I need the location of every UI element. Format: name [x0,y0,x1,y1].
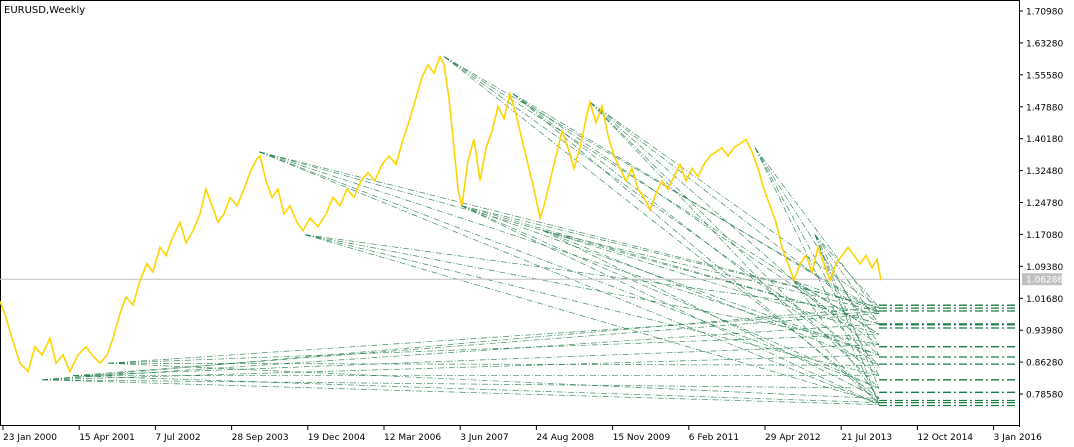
fan-line [107,362,880,399]
x-tick-label: 23 Jan 2000 [3,433,57,443]
fan-line [754,147,880,403]
fan-line [589,101,880,308]
svg-text:1.06286: 1.06286 [1026,276,1063,286]
time-scale: 23 Jan 2000 15 Apr 2001 7 Jul 2002 28 Sep 2… [2,426,1042,443]
fan-line [304,234,880,345]
fan-line [542,230,880,312]
y-tick-label: 0.93980 [1026,327,1063,337]
fan-line [258,151,880,325]
y-tick-label: 1.70980 [1026,8,1063,18]
x-tick-label: 19 Dec 2004 [308,433,366,443]
fan-line [460,205,880,356]
x-tick-label: 6 Feb 2011 [689,433,739,443]
fan-line [792,280,880,399]
fan-line [792,280,880,335]
y-tick-label: 1.24780 [1026,199,1063,209]
x-tick-label: 3 Jan 2016 [994,433,1042,443]
fan-line [72,375,880,403]
y-tick-label: 1.47880 [1026,103,1063,113]
fan-line [304,234,880,403]
fan-line [589,101,880,389]
fan-line [754,147,880,376]
x-tick-label: 21 Jul 2013 [841,433,892,443]
projection-lines [879,304,1017,407]
x-tick-label: 29 Apr 2012 [765,433,821,443]
fan-line [460,205,880,406]
x-tick-label: 15 Nov 2009 [613,433,671,443]
y-tick-label: 1.63280 [1026,39,1063,49]
fan-line [72,344,880,377]
fan-line [542,230,880,399]
fan-line [754,147,880,314]
fan-line [512,93,880,376]
fan-line [460,205,880,308]
fan-line [41,379,880,406]
x-tick-label: 7 Jul 2002 [155,433,200,443]
fan-line [589,101,880,325]
fan-line [72,313,880,377]
fan-line [258,151,880,406]
fan-line [443,56,880,312]
fan-line [792,279,880,312]
fan-line [589,101,880,405]
fan-line [542,230,880,366]
y-tick-label: 1.32480 [1026,167,1063,177]
x-tick-label: 28 Sep 2003 [232,433,289,443]
fan-line [814,234,880,308]
fan-line [258,151,880,356]
x-tick-label: 24 Aug 2008 [536,433,594,443]
x-tick-label: 12 Mar 2006 [384,433,441,443]
y-tick-label: 0.78580 [1026,391,1063,401]
fan-line [41,354,880,381]
fan-line [41,323,880,381]
fan-line [107,333,880,364]
price-series [0,54,882,374]
fan-line [258,151,880,389]
x-tick-label: 15 Apr 2001 [79,433,135,443]
fan-line [107,311,880,364]
fan-line [460,205,880,325]
fan-line [460,205,880,389]
chart-title: EURUSD,Weekly [4,5,85,16]
fan-line [542,230,880,335]
x-tick-label: 12 Oct 2014 [917,433,973,443]
fan-line [258,151,880,308]
fan-line [792,280,880,366]
fan-line [443,56,880,366]
fan-line [512,93,880,314]
y-tick-label: 1.40180 [1026,135,1063,145]
y-tick-label: 1.01680 [1026,295,1063,305]
fan-line [41,379,880,389]
fan-lines [41,56,880,406]
fan-line [814,234,880,389]
x-tick-label: 3 Jun 2007 [460,433,508,443]
fan-line [814,234,880,356]
current-price-badge: 1.06286 [1022,273,1063,286]
fan-line [814,234,880,405]
fan-line [41,306,880,381]
fan-line [512,93,880,403]
y-tick-label: 0.86280 [1026,359,1063,369]
y-tick-label: 1.17080 [1026,231,1063,241]
fan-line [512,93,880,345]
price-scale: 1.70980 1.63280 1.55580 1.47880 1.40180 1.324… [1019,8,1063,401]
fan-line [814,234,880,325]
fan-line [754,147,880,345]
fan-line [304,234,880,314]
y-tick-label: 1.55580 [1026,71,1063,81]
fan-line [589,101,880,356]
fan-line [304,234,880,377]
y-tick-label: 1.09380 [1026,263,1063,273]
